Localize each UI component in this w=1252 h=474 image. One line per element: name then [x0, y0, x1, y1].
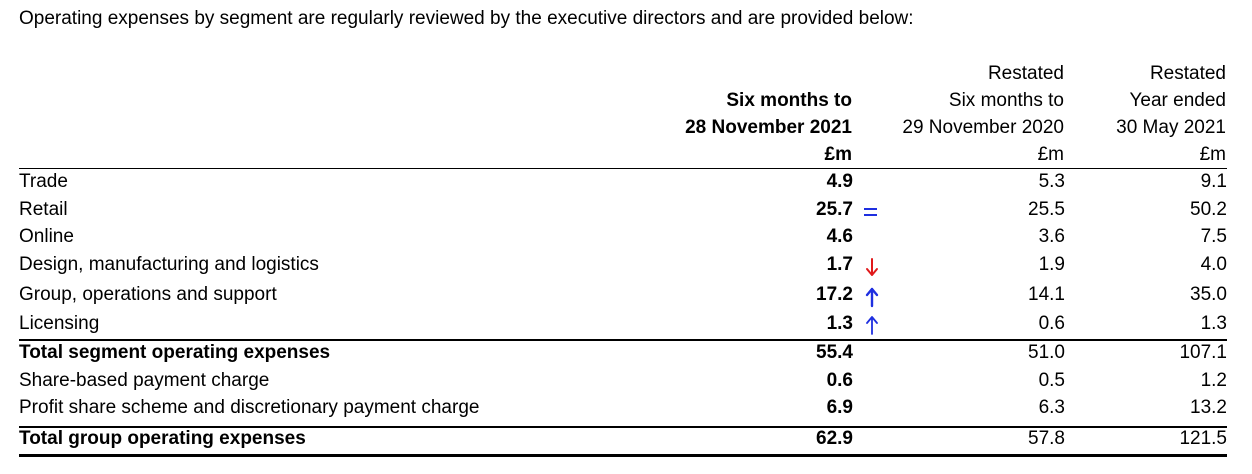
value-current: 1.7 [826, 254, 853, 275]
total-row: Total group operating expenses 62.9 57.8… [19, 428, 1227, 455]
header-rule [19, 168, 1227, 169]
column-header-line: Restated [1149, 63, 1226, 84]
row-label: Group, operations and support [19, 284, 277, 305]
equal-mark-icon [864, 208, 877, 216]
intro-text: Operating expenses by segment are regula… [19, 8, 914, 29]
column-header-unit: £m [824, 144, 852, 165]
column-header-line: Six months to [948, 90, 1064, 111]
value-prior-half: 25.5 [1028, 199, 1065, 220]
column-header-prior-year: Restated Year ended 30 May 2021 £m [1116, 60, 1226, 168]
table-row: Profit share scheme and discretionary pa… [19, 397, 1227, 424]
subtotal-row: Total segment operating expenses 55.4 51… [19, 342, 1227, 369]
value-current: 17.2 [816, 284, 853, 305]
value-current: 6.9 [826, 397, 853, 418]
value-prior-year: 1.2 [1200, 370, 1227, 391]
table-row: Design, manufacturing and logistics 1.7 … [19, 254, 1227, 281]
column-header-line: 29 November 2020 [902, 117, 1064, 138]
up-arrow-icon [866, 316, 878, 335]
table-row: Licensing 1.3 0.6 1.3 [19, 313, 1227, 340]
value-current: 1.3 [826, 313, 853, 334]
value-prior-half: 14.1 [1028, 284, 1065, 305]
table-row: Group, operations and support 17.2 14.1 … [19, 284, 1227, 311]
column-header-line: Six months to [726, 90, 852, 111]
table-row: Trade 4.9 5.3 9.1 [19, 171, 1227, 198]
value-prior-year: 4.0 [1200, 254, 1227, 275]
total-rule-top [19, 426, 1227, 428]
row-label: Trade [19, 171, 68, 192]
value-current: 0.6 [826, 370, 853, 391]
value-prior-half: 51.0 [1028, 342, 1065, 363]
row-label: Total group operating expenses [19, 428, 306, 449]
table-row: Online 4.6 3.6 7.5 [19, 226, 1227, 253]
column-header-line: Restated [987, 63, 1064, 84]
down-arrow-icon [866, 258, 878, 276]
row-label: Profit share scheme and discretionary pa… [19, 397, 480, 418]
value-current: 25.7 [816, 199, 853, 220]
column-header-unit: £m [1199, 144, 1226, 165]
value-prior-year: 7.5 [1200, 226, 1227, 247]
value-prior-half: 57.8 [1028, 428, 1065, 449]
value-current: 4.6 [826, 226, 853, 247]
value-current: 55.4 [816, 342, 853, 363]
value-prior-year: 35.0 [1190, 284, 1227, 305]
column-header-prior-half: Restated Six months to 29 November 2020 … [902, 60, 1064, 168]
row-label: Share-based payment charge [19, 370, 270, 391]
up-arrow-icon [865, 287, 879, 308]
value-prior-half: 0.6 [1038, 313, 1065, 334]
value-prior-half: 1.9 [1038, 254, 1065, 275]
column-header-current: Six months to 28 November 2021 £m [685, 87, 852, 168]
table-row: Retail 25.7 25.5 50.2 [19, 199, 1227, 226]
row-label: Retail [19, 199, 68, 220]
column-header-unit: £m [1037, 144, 1064, 165]
column-header-line: 30 May 2021 [1116, 117, 1226, 138]
value-current: 62.9 [816, 428, 853, 449]
value-prior-year: 9.1 [1200, 171, 1227, 192]
total-rule-bottom [19, 454, 1227, 457]
subtotal-rule [19, 339, 1227, 341]
value-prior-year: 107.1 [1179, 342, 1227, 363]
column-header-line: 28 November 2021 [685, 117, 852, 138]
row-label: Online [19, 226, 74, 247]
row-label: Design, manufacturing and logistics [19, 254, 319, 275]
value-prior-half: 3.6 [1038, 226, 1065, 247]
value-prior-year: 121.5 [1179, 428, 1227, 449]
column-header-line: Year ended [1129, 90, 1226, 111]
value-prior-year: 1.3 [1200, 313, 1227, 334]
value-prior-half: 0.5 [1038, 370, 1065, 391]
row-label: Total segment operating expenses [19, 342, 331, 363]
row-label: Licensing [19, 313, 100, 334]
value-prior-year: 50.2 [1190, 199, 1227, 220]
value-prior-half: 5.3 [1038, 171, 1065, 192]
table-row: Share-based payment charge 0.6 0.5 1.2 [19, 370, 1227, 397]
value-prior-half: 6.3 [1038, 397, 1065, 418]
value-prior-year: 13.2 [1190, 397, 1227, 418]
value-current: 4.9 [826, 171, 853, 192]
